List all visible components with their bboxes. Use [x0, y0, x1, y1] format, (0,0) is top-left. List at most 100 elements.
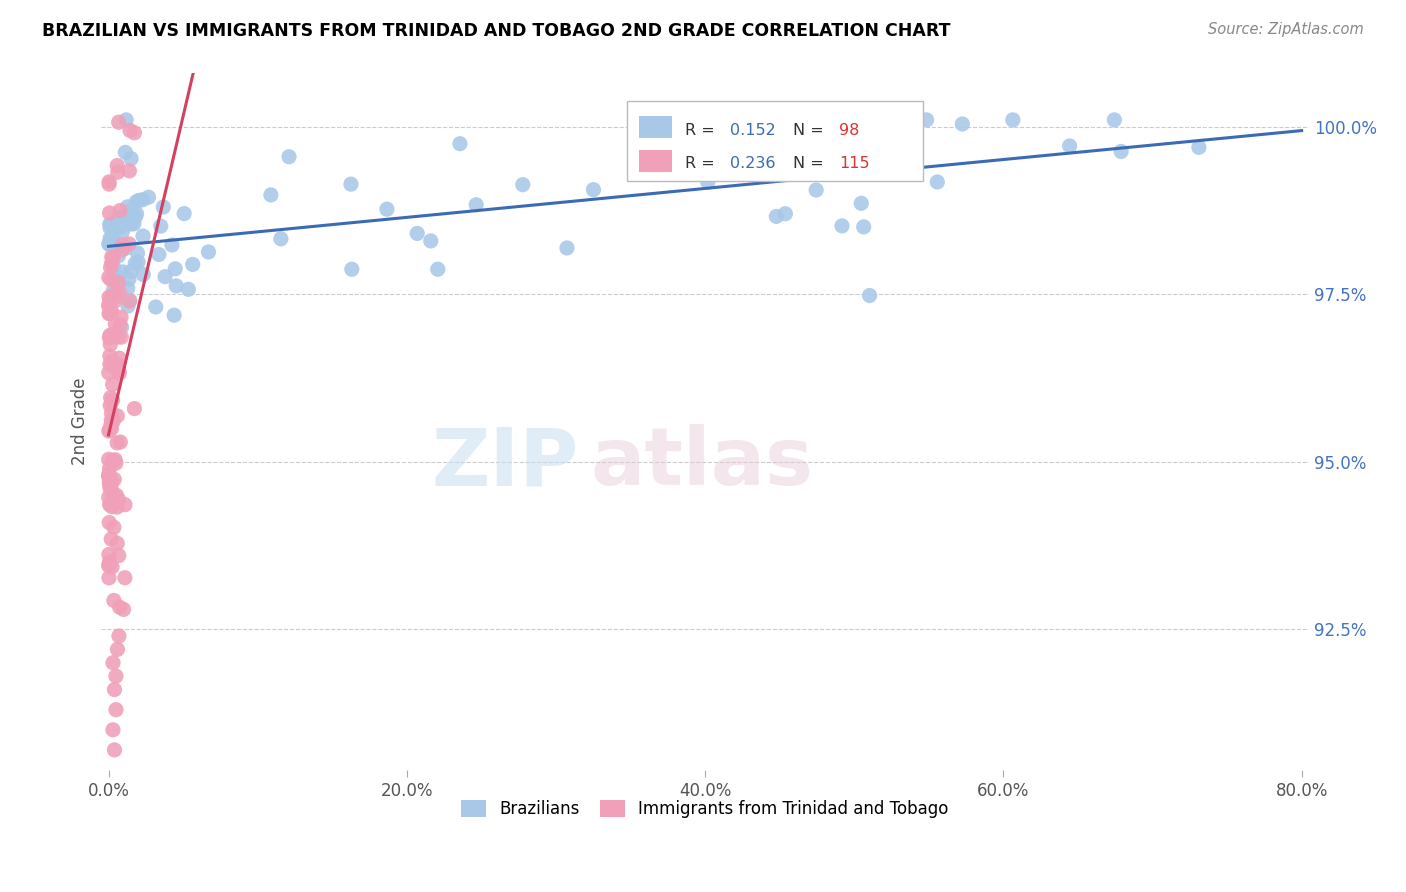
- Point: [101, 231, 124, 245]
- Point: [118, 272, 141, 286]
- Point: [107, 330, 129, 344]
- Point: [340, 262, 363, 277]
- Point: [124, 256, 146, 270]
- Point: [111, 265, 134, 279]
- Point: [103, 472, 125, 486]
- Point: [173, 206, 195, 220]
- Point: [1001, 112, 1024, 127]
- Point: [100, 234, 122, 248]
- Point: [108, 366, 131, 380]
- Point: [120, 217, 142, 231]
- Point: [100, 256, 122, 270]
- Point: [765, 210, 787, 224]
- Point: [375, 202, 398, 217]
- Point: [120, 264, 142, 278]
- Point: [270, 232, 292, 246]
- Point: [103, 520, 125, 534]
- Point: [110, 310, 132, 325]
- Point: [98, 306, 121, 320]
- Point: [111, 243, 134, 257]
- Point: [118, 164, 141, 178]
- Point: [98, 328, 121, 343]
- Point: [105, 357, 128, 371]
- Point: [100, 260, 122, 275]
- Point: [98, 177, 121, 191]
- Point: [98, 294, 121, 309]
- FancyBboxPatch shape: [627, 101, 922, 181]
- Point: [104, 456, 127, 470]
- Point: [101, 377, 124, 392]
- Point: [927, 175, 949, 189]
- Point: [98, 555, 121, 569]
- Point: [104, 293, 127, 308]
- Point: [114, 241, 136, 255]
- Point: [858, 288, 880, 302]
- Point: [98, 237, 121, 252]
- Point: [120, 152, 142, 166]
- Point: [104, 317, 127, 331]
- Text: atlas: atlas: [591, 425, 814, 502]
- Point: [105, 488, 128, 502]
- Point: [1104, 112, 1126, 127]
- Point: [132, 229, 155, 244]
- Point: [950, 117, 973, 131]
- Point: [125, 194, 148, 209]
- Point: [104, 237, 127, 252]
- Point: [101, 500, 124, 514]
- Point: [98, 357, 121, 371]
- Point: [110, 330, 132, 344]
- Point: [120, 203, 142, 218]
- Point: [1109, 145, 1132, 159]
- Point: [148, 247, 170, 261]
- Point: [132, 268, 155, 282]
- Text: ZIP: ZIP: [432, 425, 578, 502]
- Point: [128, 194, 150, 208]
- Point: [181, 257, 204, 271]
- Point: [98, 475, 121, 490]
- Point: [100, 250, 122, 264]
- Point: [97, 467, 120, 481]
- Point: [100, 422, 122, 436]
- Point: [97, 548, 120, 562]
- Point: [122, 217, 145, 231]
- Point: [145, 300, 167, 314]
- Point: [1059, 139, 1081, 153]
- Point: [449, 136, 471, 151]
- Text: 0.152: 0.152: [731, 122, 776, 137]
- Point: [103, 682, 125, 697]
- Point: [100, 354, 122, 368]
- Text: 115: 115: [839, 156, 870, 171]
- Point: [852, 219, 875, 234]
- Point: [98, 206, 121, 220]
- Point: [97, 491, 120, 505]
- Point: [98, 498, 121, 512]
- Point: [865, 141, 887, 155]
- Point: [107, 165, 129, 179]
- Point: [842, 139, 865, 153]
- Text: Source: ZipAtlas.com: Source: ZipAtlas.com: [1208, 22, 1364, 37]
- Point: [111, 224, 134, 238]
- Point: [98, 470, 121, 484]
- Point: [105, 271, 128, 285]
- Point: [101, 233, 124, 247]
- Point: [98, 349, 121, 363]
- Point: [894, 112, 917, 127]
- Point: [97, 558, 120, 573]
- Point: [107, 492, 129, 507]
- Point: [512, 178, 534, 192]
- Point: [163, 308, 186, 322]
- Point: [110, 435, 132, 450]
- Text: N =: N =: [793, 122, 830, 137]
- Point: [465, 198, 488, 212]
- Point: [107, 249, 129, 263]
- Point: [105, 409, 128, 423]
- Text: 0.236: 0.236: [731, 156, 776, 171]
- Point: [101, 723, 124, 737]
- Point: [915, 112, 938, 127]
- Point: [98, 220, 121, 235]
- Point: [114, 571, 136, 585]
- Point: [98, 480, 121, 494]
- Point: [152, 200, 174, 214]
- Point: [98, 472, 121, 486]
- Point: [101, 219, 124, 234]
